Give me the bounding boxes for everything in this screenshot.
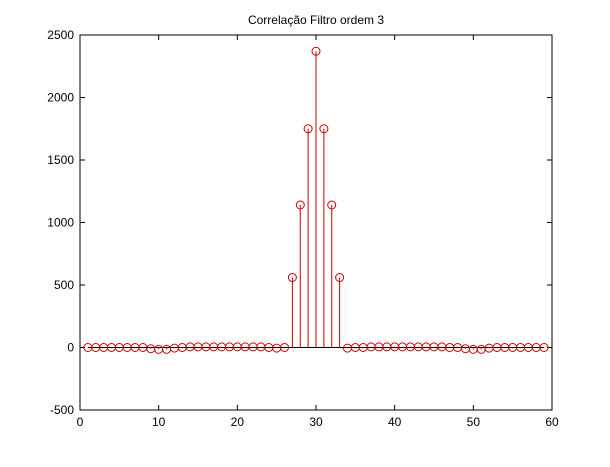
x-tick-label: 40 [388,415,402,429]
stem-series [83,46,549,354]
x-tick-label: 30 [309,415,323,429]
stem-marker [335,273,345,282]
stem-marker [303,124,313,134]
stem-marker [295,200,305,210]
y-tick-label: 2500 [47,28,74,42]
x-tick-label: 20 [231,415,245,429]
x-tick-label: 0 [77,415,84,429]
y-tick-label: 2000 [47,91,74,105]
y-tick-label: 0 [67,341,74,355]
x-tick-label: 50 [467,415,481,429]
stem-marker [287,273,297,282]
stem-marker [539,343,549,352]
stem-marker [319,124,329,134]
x-tick-label: 10 [152,415,166,429]
y-tick-label: 1000 [47,216,74,230]
y-tick-label: -500 [50,403,74,417]
y-tick-label: 1500 [47,153,74,167]
stem-marker [280,343,290,352]
stem-marker [327,200,337,210]
x-tick-label: 60 [545,415,559,429]
stem-marker [311,46,321,56]
y-tick-label: 500 [54,278,74,292]
chart-title: Correlação Filtro ordem 3 [248,13,384,27]
